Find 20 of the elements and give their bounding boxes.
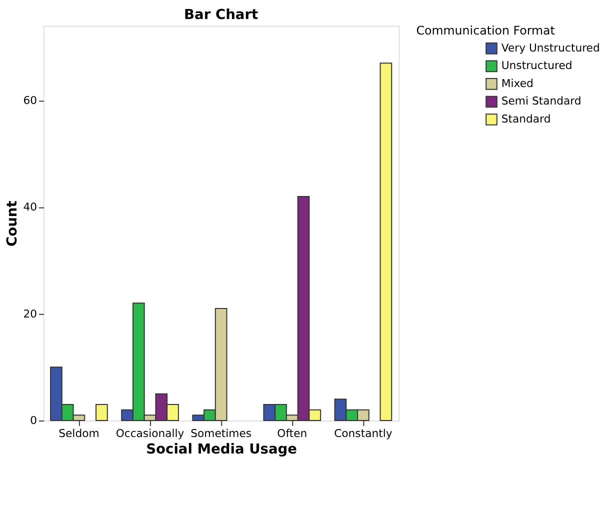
y-tick-label: 0: [30, 414, 38, 427]
x-tick-label: Sometimes: [190, 426, 252, 440]
bar: [380, 62, 392, 421]
legend-title: Communication Format: [416, 24, 556, 38]
x-axis-title: Social Media Usage: [146, 442, 298, 458]
legend-label: Mixed: [501, 76, 534, 90]
legend-label: Semi Standard: [501, 94, 582, 108]
x-tick-label: Often: [277, 426, 308, 440]
legend-label: Unstructured: [501, 59, 572, 72]
x-tick-label: Occasionally: [116, 426, 185, 440]
y-tick-label: 20: [23, 307, 38, 320]
x-tick-label: Seldom: [58, 426, 100, 440]
y-tick-label: 60: [23, 94, 38, 107]
bar: [96, 404, 108, 421]
y-axis-title: Count: [4, 200, 20, 247]
chart-title: Bar Chart: [184, 6, 259, 23]
x-tick-label: Constantly: [334, 426, 393, 440]
legend-label: Standard: [501, 112, 551, 126]
y-tick-label: 40: [23, 200, 38, 214]
legend-label: Very Unstructured: [501, 41, 600, 54]
